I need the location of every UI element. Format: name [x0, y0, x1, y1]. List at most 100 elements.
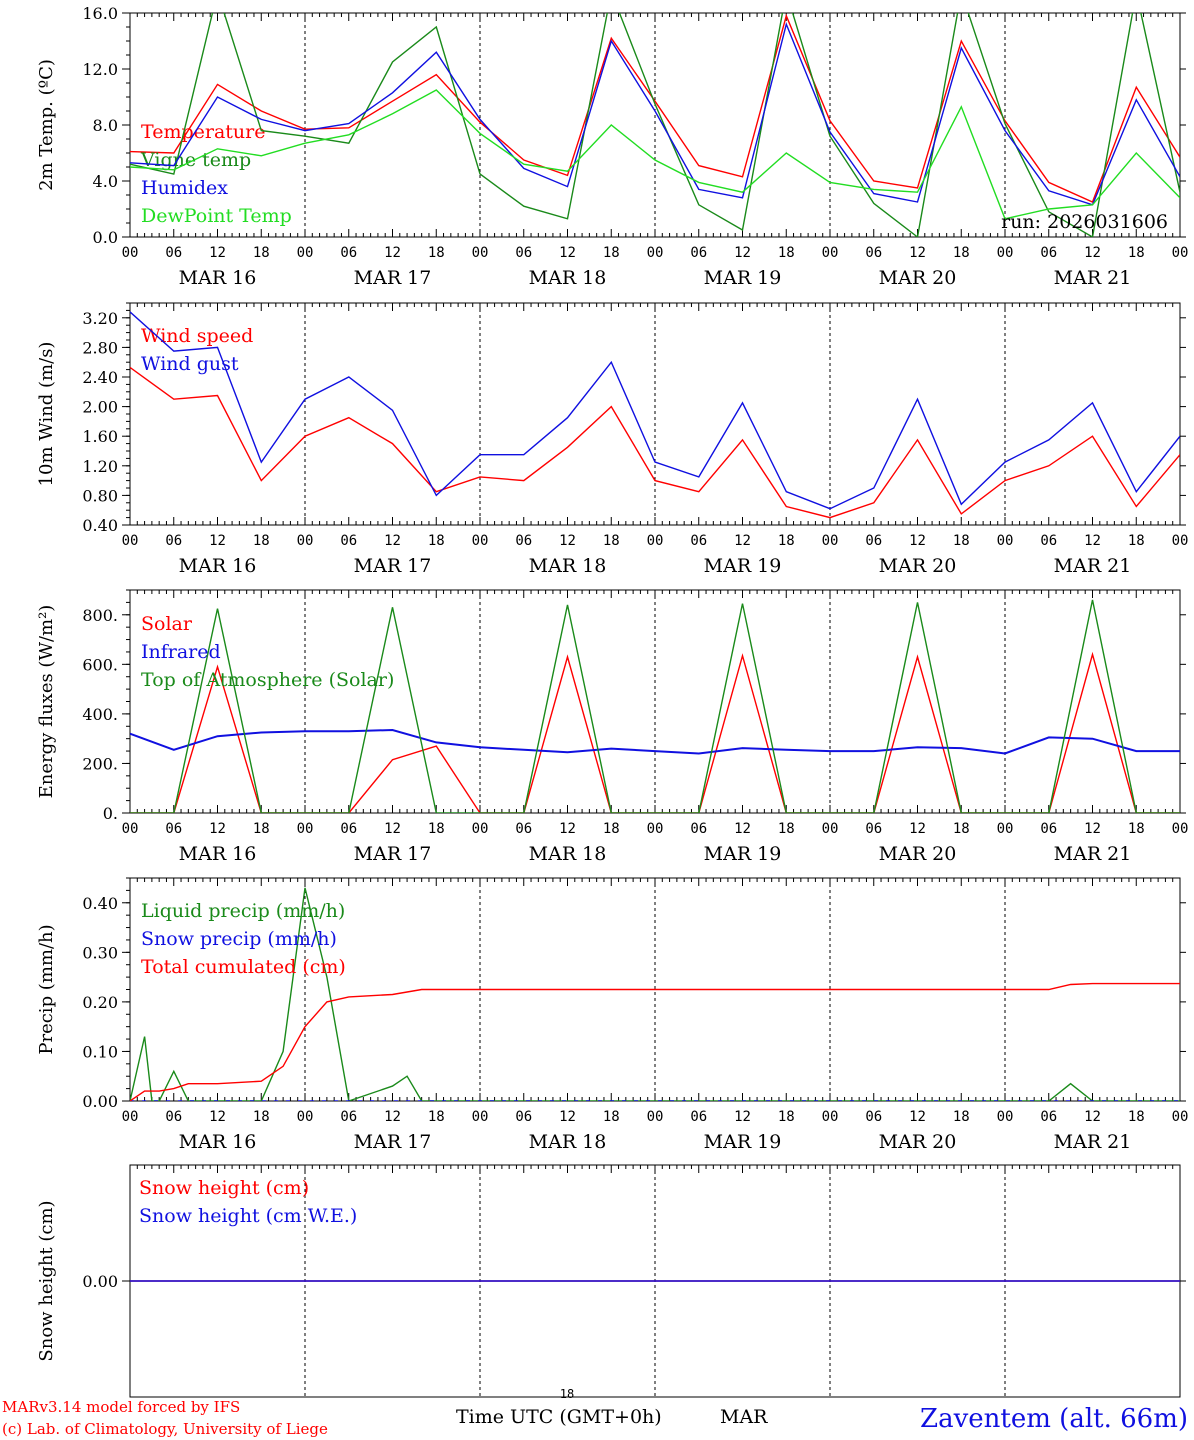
energy-hour-label: 06 [515, 821, 532, 837]
wind-y-tick-label: 2.00 [82, 398, 118, 417]
precip-day-label: MAR 17 [354, 1131, 432, 1153]
energy-legend-2: Top of Atmosphere (Solar) [141, 669, 394, 691]
precip-legend-1: Snow precip (mm/h) [141, 928, 337, 950]
precip-y-tick-label: 0.40 [82, 894, 118, 913]
temp-hour-label: 12 [384, 245, 401, 261]
precip-hour-label: 12 [209, 1109, 226, 1125]
temp-hour-label: 00 [122, 245, 139, 261]
temp-hour-label: 00 [472, 245, 489, 261]
wind-hour-label: 18 [1128, 533, 1145, 549]
energy-hour-label: 18 [953, 821, 970, 837]
energy-hour-label: 00 [297, 821, 314, 837]
wind-y-tick-label: 0.40 [82, 516, 118, 535]
energy-hour-label: 18 [1128, 821, 1145, 837]
precip-legend-2: Total cumulated (cm) [141, 956, 346, 978]
precip-hour-label: 18 [953, 1109, 970, 1125]
precip-hour-label: 18 [428, 1109, 445, 1125]
energy-hour-label: 00 [472, 821, 489, 837]
precip-hour-label: 12 [1084, 1109, 1101, 1125]
temp-legend-2: Humidex [141, 177, 228, 199]
energy-hour-label: 00 [997, 821, 1014, 837]
temp-series-2 [130, 21, 1180, 206]
precip-hour-label: 18 [253, 1109, 270, 1125]
energy-legend-0: Solar [141, 613, 193, 635]
wind-y-tick-label: 1.60 [82, 427, 118, 446]
wind-day-label: MAR 21 [1054, 555, 1132, 577]
temp-day-label: MAR 21 [1054, 267, 1132, 289]
energy-y-tick-label: 200. [82, 754, 118, 773]
precip-hour-label: 00 [297, 1109, 314, 1125]
temp-day-label: MAR 18 [529, 267, 607, 289]
wind-series-1 [130, 311, 1180, 510]
temp-y-label: 2m Temp. (ºC) [36, 59, 57, 191]
temp-hour-label: 00 [297, 245, 314, 261]
wind-hour-label: 06 [340, 533, 357, 549]
temp-hour-label: 06 [165, 245, 182, 261]
precip-hour-label: 00 [647, 1109, 664, 1125]
temp-legend-3: DewPoint Temp [141, 205, 292, 227]
temp-y-tick-label: 4.0 [93, 172, 118, 191]
energy-hour-label: 18 [778, 821, 795, 837]
temp-hour-label: 12 [209, 245, 226, 261]
precip-hour-label: 00 [822, 1109, 839, 1125]
precip-y-tick-label: 0.00 [82, 1092, 118, 1111]
energy-series-1 [130, 728, 1180, 755]
precip-hour-label: 06 [515, 1109, 532, 1125]
wind-day-label: MAR 16 [179, 555, 257, 577]
temp-y-tick-label: 16.0 [82, 4, 118, 23]
energy-hour-label: 06 [865, 821, 882, 837]
precip-hour-label: 12 [559, 1109, 576, 1125]
temp-hour-label: 18 [1128, 245, 1145, 261]
wind-hour-label: 00 [822, 533, 839, 549]
wind-hour-label: 06 [690, 533, 707, 549]
precip-day-label: MAR 20 [879, 1131, 957, 1153]
energy-day-label: MAR 20 [879, 843, 957, 865]
temp-hour-label: 12 [734, 245, 751, 261]
energy-hour-label: 06 [165, 821, 182, 837]
wind-day-label: MAR 20 [879, 555, 957, 577]
temp-hour-label: 18 [778, 245, 795, 261]
precip-hour-label: 06 [865, 1109, 882, 1125]
energy-day-label: MAR 21 [1054, 843, 1132, 865]
temp-hour-label: 00 [647, 245, 664, 261]
energy-y-tick-label: 400. [82, 705, 118, 724]
energy-day-label: MAR 17 [354, 843, 432, 865]
temp-series-1 [130, 13, 1180, 237]
energy-y-tick-label: 0. [103, 804, 118, 823]
precip-hour-label: 00 [122, 1109, 139, 1125]
temp-hour-label: 18 [603, 245, 620, 261]
wind-hour-label: 00 [472, 533, 489, 549]
wind-hour-label: 12 [734, 533, 751, 549]
wind-hour-label: 18 [603, 533, 620, 549]
wind-hour-label: 00 [122, 533, 139, 549]
precip-y-label: Precip (mm/h) [36, 924, 57, 1054]
footer-station: Zaventem (alt. 66m) [920, 1404, 1188, 1434]
wind-day-label: MAR 19 [704, 555, 782, 577]
temp-y-tick-label: 0.0 [93, 228, 118, 247]
energy-hour-label: 06 [340, 821, 357, 837]
energy-hour-label: 06 [1040, 821, 1057, 837]
precip-hour-label: 06 [340, 1109, 357, 1125]
precip-hour-label: 18 [1128, 1109, 1145, 1125]
temp-y-tick-label: 8.0 [93, 116, 118, 135]
precip-hour-label: 06 [690, 1109, 707, 1125]
snow-y-label: Snow height (cm) [36, 1200, 57, 1361]
footer-month: MAR [720, 1406, 768, 1428]
wind-series-0 [130, 366, 1180, 519]
precip-hour-label: 06 [165, 1109, 182, 1125]
snow-y-tick-label: 0.00 [82, 1272, 118, 1291]
wind-hour-label: 12 [1084, 533, 1101, 549]
wind-hour-label: 12 [209, 533, 226, 549]
footer-model: MARv3.14 model forced by IFS [2, 1398, 240, 1416]
temp-hour-label: 06 [690, 245, 707, 261]
precip-hour-label: 00 [997, 1109, 1014, 1125]
temp-hour-label: 06 [865, 245, 882, 261]
temp-hour-label: 18 [253, 245, 270, 261]
precip-day-label: MAR 18 [529, 1131, 607, 1153]
wind-y-label: 10m Wind (m/s) [36, 342, 57, 487]
energy-hour-label: 00 [122, 821, 139, 837]
wind-y-tick-label: 3.20 [82, 309, 118, 328]
wind-hour-label: 06 [165, 533, 182, 549]
precip-hour-label: 18 [603, 1109, 620, 1125]
